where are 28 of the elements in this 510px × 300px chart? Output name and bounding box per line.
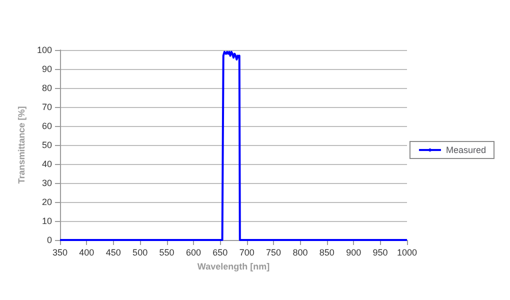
legend-label: Measured	[446, 145, 486, 155]
y-tick-label: 40	[42, 159, 52, 169]
x-tick-label: 450	[106, 248, 121, 258]
x-tick-label: 550	[159, 248, 174, 258]
y-tick-label: 70	[42, 102, 52, 112]
y-tick-label: 60	[42, 121, 52, 131]
y-tick-label: 10	[42, 216, 52, 226]
y-tick-label: 90	[42, 64, 52, 74]
x-tick-label: 400	[79, 248, 94, 258]
x-tick-label: 850	[319, 248, 334, 258]
y-tick-label: 50	[42, 140, 52, 150]
y-tick-label: 0	[46, 235, 52, 245]
x-axis-title: Wavelength [nm]	[197, 262, 270, 272]
x-tick-label: 500	[132, 248, 148, 258]
x-tick-label: 350	[52, 248, 68, 258]
x-tick-label: 600	[186, 248, 201, 258]
x-tick-label: 800	[292, 248, 308, 258]
y-tick-label: 30	[42, 178, 52, 188]
x-tick-label: 650	[212, 248, 228, 258]
x-tick-label: 950	[372, 248, 388, 258]
x-tick-label: 750	[266, 248, 282, 258]
x-tick-label: 900	[346, 248, 362, 258]
y-tick-label: 80	[42, 83, 52, 93]
y-tick-label: 100	[36, 45, 52, 55]
x-tick-label: 1000	[396, 248, 418, 258]
x-tick-label: 700	[239, 248, 254, 258]
y-axis-title: Transmittance [%]	[16, 106, 27, 184]
y-tick-label: 20	[42, 197, 52, 207]
